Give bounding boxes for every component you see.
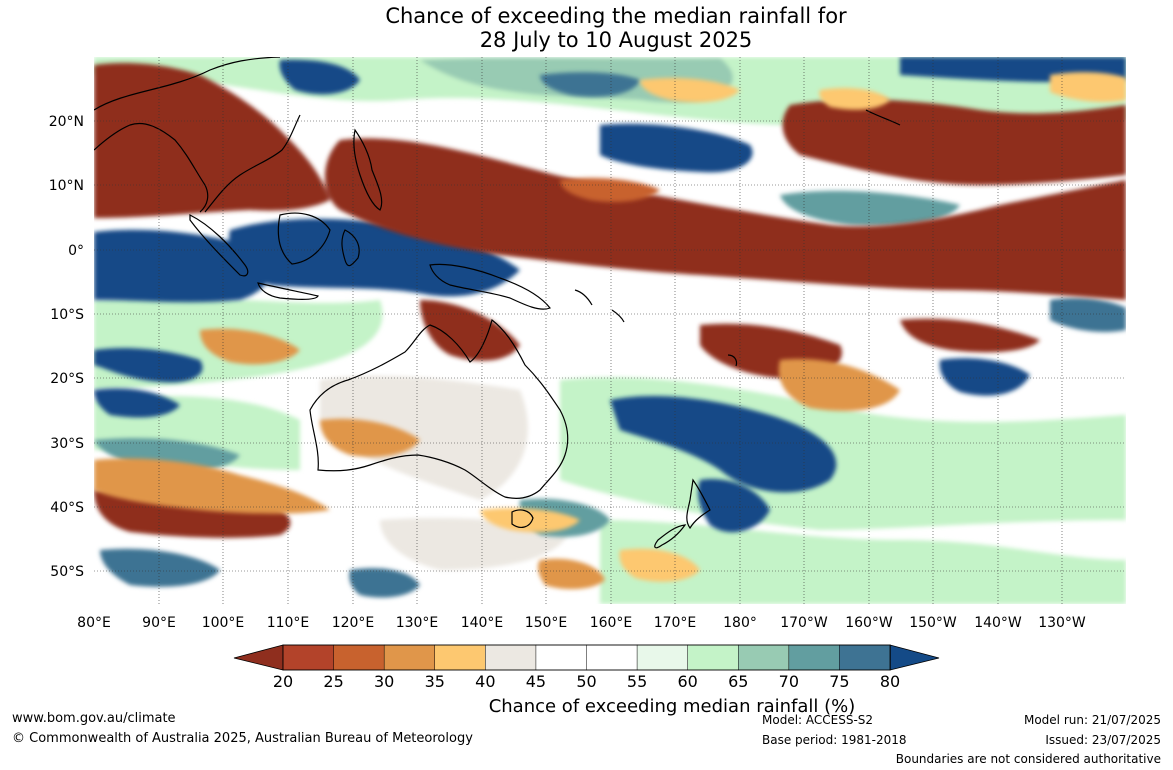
colorbar-tick-label: 65: [728, 672, 748, 691]
colorbar-cell: [839, 644, 891, 671]
colorbar-cell: [535, 644, 588, 671]
longitude-labels: 80°E 90°E 100°E 110°E 120°E 130°E 140°E …: [77, 615, 1086, 631]
colorbar-tick-label: 75: [829, 672, 849, 691]
coastlines: [94, 57, 901, 549]
lat-label-50s: 50°S: [50, 564, 84, 580]
boundaries-disclaimer: Boundaries are not considered authoritat…: [895, 752, 1161, 766]
copyright-text: © Commonwealth of Australia 2025, Austra…: [12, 731, 473, 746]
colorbar-cell: [687, 644, 740, 671]
lon-label-150e: 150°E: [525, 615, 568, 631]
lon-label-80e: 80°E: [77, 615, 111, 631]
graticule: [94, 57, 1126, 604]
colorbar-high-arrow: [889, 644, 940, 671]
lat-label-30s: 30°S: [50, 436, 84, 452]
colorbar: 20 25 30 35 40 45 50 55 60 65 70 75 80: [233, 644, 940, 691]
latitude-labels: 20°N 10°N 0° 10°S 20°S 30°S 40°S 50°S: [49, 114, 84, 580]
map-panel: [94, 57, 1126, 604]
colorbar-cell: [485, 644, 537, 671]
colorbar-tick-label: 35: [425, 672, 445, 691]
lat-label-20s: 20°S: [50, 371, 84, 387]
colorbar-tick-labels: 20 25 30 35 40 45 50 55 60 65 70 75 80: [273, 672, 900, 691]
title-line-1: Chance of exceeding the median rainfall …: [385, 4, 847, 28]
colorbar-cells: [282, 644, 891, 671]
lat-label-0: 0°: [68, 243, 84, 259]
model-name: Model: ACCESS-S2: [762, 713, 874, 727]
lon-label-170w: 170°W: [780, 615, 828, 631]
lon-label-110e: 110°E: [267, 615, 310, 631]
lat-label-10s: 10°S: [50, 307, 84, 323]
colorbar-tick-label: 80: [880, 672, 900, 691]
lon-label-160w: 160°W: [845, 615, 893, 631]
colorbar-tick-label: 60: [677, 672, 697, 691]
lon-label-140w: 140°W: [974, 615, 1022, 631]
issued-date: Issued: 23/07/2025: [1045, 733, 1161, 747]
base-period: Base period: 1981-2018: [762, 733, 907, 747]
colorbar-tick-label: 40: [475, 672, 495, 691]
colorbar-cell: [282, 644, 335, 671]
colorbar-tick-label: 20: [273, 672, 293, 691]
model-run-date: Model run: 21/07/2025: [1023, 713, 1161, 727]
colorbar-low-arrow: [233, 644, 284, 671]
lon-label-90e: 90°E: [142, 615, 176, 631]
lat-label-10n: 10°N: [49, 178, 84, 194]
lon-label-140e: 140°E: [461, 615, 504, 631]
colorbar-tick-label: 55: [627, 672, 647, 691]
lon-label-130w: 130°W: [1038, 615, 1086, 631]
lon-label-150w: 150°W: [909, 615, 957, 631]
lon-label-160e: 160°E: [590, 615, 633, 631]
colorbar-cell: [738, 644, 790, 671]
colorbar-tick-label: 50: [576, 672, 596, 691]
website-link[interactable]: www.bom.gov.au/climate: [12, 711, 176, 726]
colorbar-tick-label: 45: [526, 672, 546, 691]
title-line-2: 28 July to 10 August 2025: [479, 28, 753, 52]
colorbar-tick-label: 25: [323, 672, 343, 691]
lon-label-130e: 130°E: [396, 615, 439, 631]
colorbar-cell: [788, 644, 841, 671]
map-title: Chance of exceeding the median rainfall …: [0, 4, 1173, 52]
lon-label-180: 180°: [723, 615, 757, 631]
colorbar-cell: [383, 644, 436, 671]
lat-label-20n: 20°N: [49, 114, 84, 130]
lon-label-170e: 170°E: [654, 615, 697, 631]
colorbar-cell: [434, 644, 487, 671]
colorbar-cell: [333, 644, 385, 671]
lon-label-100e: 100°E: [202, 615, 245, 631]
colorbar-tick-label: 70: [779, 672, 799, 691]
colorbar-cell: [586, 644, 638, 671]
lat-label-40s: 40°S: [50, 500, 84, 516]
colorbar-cell: [636, 644, 689, 671]
colorbar-title: Chance of exceeding median rainfall (%): [488, 696, 856, 717]
colorbar-tick-label: 30: [374, 672, 394, 691]
lon-label-120e: 120°E: [332, 615, 375, 631]
